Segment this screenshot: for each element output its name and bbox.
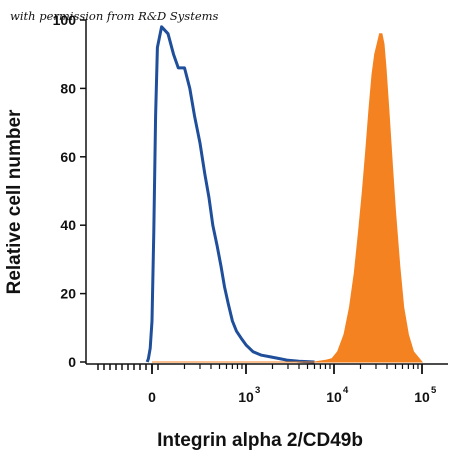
y-axis-ticks: 0 20 40 60 80 100	[53, 12, 86, 370]
y-tick-label: 40	[60, 217, 76, 233]
y-tick-label: 20	[60, 286, 76, 302]
x-tick-exponent: 5	[431, 385, 437, 396]
x-tick-exponent: 3	[255, 385, 260, 396]
series-1-filled-histogram	[152, 33, 424, 363]
series-0-outline-histogram	[145, 25, 315, 364]
x-tick-label: 10	[238, 389, 254, 405]
x-axis-ticks: 0 10 3 10 4 10 5	[97, 364, 437, 405]
watermark-text: with permission from R&D Systems	[10, 9, 219, 23]
series-layer	[145, 25, 424, 364]
y-tick-label: 0	[68, 354, 76, 370]
x-tick-label: 0	[148, 389, 156, 405]
y-tick-label: 100	[53, 12, 77, 28]
y-tick-label: 60	[60, 149, 76, 165]
y-axis-title: Relative cell number	[4, 109, 25, 294]
x-tick-label: 10	[414, 389, 430, 405]
x-axis-title: Integrin alpha 2/CD49b	[157, 430, 363, 451]
x-tick-exponent: 4	[343, 385, 349, 396]
x-tick-label: 10	[326, 389, 342, 405]
y-tick-label: 80	[60, 80, 76, 96]
